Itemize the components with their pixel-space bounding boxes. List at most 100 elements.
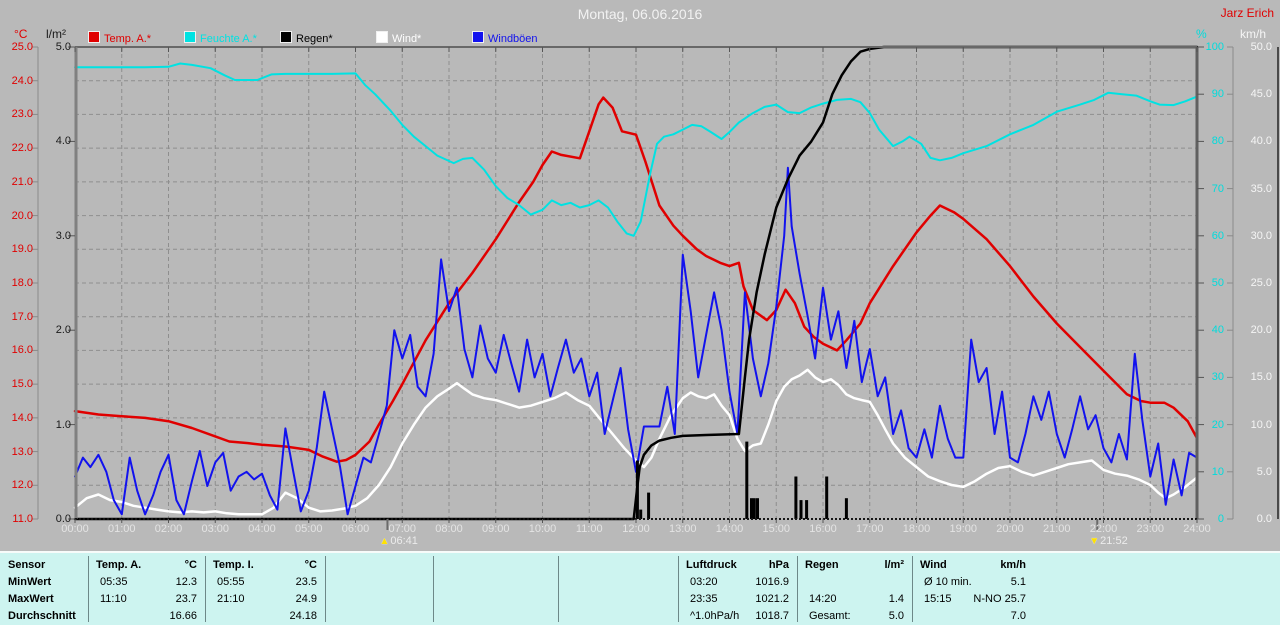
left-axis-unit-lm2: l/m² (46, 27, 66, 41)
celsius-tick-label: 19.0 (11, 243, 33, 256)
table-cell-value: 1.4 (888, 593, 904, 605)
table-cell-time: 15:15 (924, 593, 952, 605)
table-col-unit: hPa (768, 559, 789, 571)
sunset-time: 21:52 (1100, 535, 1128, 547)
table-separator (325, 556, 326, 622)
kmh-tick-label: 25.0 (1250, 277, 1272, 289)
table-cell-value: 23.7 (175, 593, 197, 605)
kmh-tick-label: 40.0 (1250, 135, 1272, 148)
hour-label: 22:00 (1089, 523, 1118, 535)
rain-bar (639, 509, 643, 519)
table-col-unit: °C (304, 559, 317, 571)
percent-tick-label: 20 (1211, 418, 1224, 431)
hour-label: 03:00 (201, 523, 230, 535)
table-cell-value: 5.0 (888, 610, 904, 622)
table-cell-value: 1018.7 (755, 610, 789, 622)
table-cell-time: Ø 10 min. (924, 576, 972, 588)
station-name: Jarz Erich (1220, 6, 1274, 20)
celsius-tick-label: 22.0 (11, 142, 33, 155)
table-col-title: Temp. A. (96, 559, 142, 571)
celsius-tick-label: 14.0 (11, 411, 33, 424)
legend-label: Wind* (392, 33, 422, 45)
lm2-tick-label: 2.0 (55, 324, 71, 337)
table-cell-value: N-NO 25.7 (973, 593, 1026, 605)
table-separator (678, 556, 679, 622)
percent-tick-label: 80 (1211, 135, 1224, 148)
legend-item: Temp. A.* (88, 31, 152, 45)
table-row-label: Sensor (8, 559, 46, 571)
hour-label: 06:00 (341, 523, 370, 535)
percent-tick-label: 100 (1205, 41, 1224, 53)
kmh-tick-label: 10.0 (1250, 418, 1272, 431)
celsius-tick-label: 21.0 (11, 175, 33, 188)
lm2-tick-label: 3.0 (55, 229, 71, 242)
percent-tick-label: 0 (1217, 513, 1224, 525)
table-cell-value: 12.3 (175, 576, 197, 588)
lm2-tick-label: 4.0 (55, 135, 71, 148)
legend-item: Windböen (472, 31, 538, 45)
rain-bar (799, 500, 803, 519)
left-axis-unit-celsius: °C (14, 27, 28, 41)
legend-swatch-icon (280, 31, 292, 43)
sunrise-icon: ▲ (379, 536, 390, 547)
kmh-tick-label: 15.0 (1250, 371, 1272, 384)
celsius-tick-label: 16.0 (11, 344, 33, 357)
hour-label: 14:00 (715, 523, 744, 535)
lm2-tick-label: 0.0 (55, 513, 71, 525)
celsius-tick-label: 13.0 (11, 445, 33, 458)
hour-label: 09:00 (481, 523, 510, 535)
rain-bar (756, 498, 759, 519)
statistics-table: Sensor MinWert MaxWert Durchschnitt Temp. A.… (0, 551, 1280, 625)
table-cell-time: 05:35 (100, 576, 128, 588)
table-row-label: MaxWert (8, 593, 54, 605)
percent-tick-label: 30 (1211, 371, 1224, 384)
table-col-unit: °C (184, 559, 197, 571)
legend-label: Temp. A.* (104, 33, 152, 45)
hour-label: 11:00 (575, 523, 603, 535)
celsius-tick-label: 15.0 (11, 378, 33, 391)
table-cell-value: 5.1 (1010, 576, 1026, 588)
legend-item: Wind* (376, 31, 422, 45)
hour-label: 02:00 (154, 523, 183, 535)
wind-line (73, 368, 1199, 516)
kmh-tick-label: 45.0 (1250, 88, 1272, 101)
feuchtea-line (74, 62, 1198, 237)
legend-label: Regen* (296, 33, 333, 45)
hour-label: 20:00 (996, 523, 1024, 535)
rain-bar (745, 441, 749, 519)
rain-bar (635, 460, 639, 519)
rain-bar (825, 476, 829, 519)
hour-label: 04:00 (248, 523, 276, 535)
sunset-icon: ▼ (1089, 536, 1100, 547)
celsius-tick-label: 23.0 (11, 108, 33, 121)
table-col-title: Wind (920, 559, 947, 571)
kmh-tick-label: 35.0 (1250, 182, 1272, 195)
table-col-title: Luftdruck (686, 559, 737, 571)
regen-line (73, 45, 1199, 521)
celsius-tick-label: 18.0 (11, 277, 33, 289)
legend-item: Feuchte A.* (184, 31, 257, 45)
hour-label: 00:00 (61, 523, 89, 535)
table-separator (433, 556, 434, 622)
lm2-tick-label: 1.0 (55, 418, 71, 431)
table-cell-time: ^1.0hPa/h (690, 610, 740, 622)
kmh-tick-label: 0.0 (1256, 513, 1272, 525)
table-cell-value: 24.9 (295, 593, 317, 605)
rain-bar (805, 500, 809, 519)
rain-bar (844, 498, 848, 519)
hour-label: 05:00 (294, 523, 323, 535)
table-cell-value: 24.18 (289, 610, 317, 622)
table-separator (797, 556, 798, 622)
hour-label: 10:00 (528, 523, 557, 535)
page-title: Montag, 06.06.2016 (577, 6, 703, 22)
celsius-tick-label: 24.0 (11, 74, 33, 87)
table-cell-value: 7.0 (1010, 610, 1026, 622)
table-row-label: Durchschnitt (8, 610, 76, 622)
table-cell-value: 1016.9 (755, 576, 789, 588)
percent-tick-label: 60 (1211, 229, 1224, 242)
lm2-tick-label: 5.0 (55, 41, 71, 53)
legend-label: Windböen (488, 33, 538, 45)
table-cell-value: 16.66 (169, 610, 197, 622)
table-col-title: Regen (805, 559, 839, 571)
